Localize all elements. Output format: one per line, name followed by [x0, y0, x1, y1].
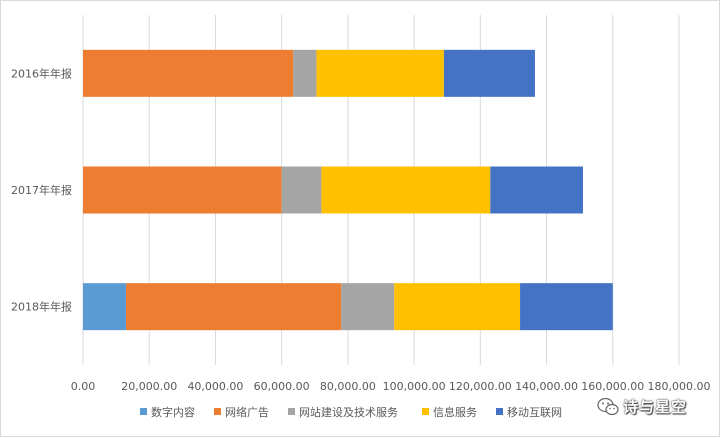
x-tick-label: 140,000.00 [515, 380, 578, 393]
x-tick-label: 20,000.00 [121, 380, 177, 393]
bar-segment [520, 283, 613, 331]
x-tick-label: 40,000.00 [187, 380, 243, 393]
bar-segment [293, 49, 317, 97]
bar-segment [126, 283, 342, 331]
legend-label: 信息服务 [433, 405, 477, 419]
bar-segment [83, 49, 294, 97]
watermark: 诗与星空 [597, 396, 687, 417]
legend-label: 网站建设及技术服务 [299, 405, 398, 419]
watermark-text: 诗与星空 [623, 398, 688, 416]
x-tick-label: 80,000.00 [320, 380, 376, 393]
bar-segment [83, 283, 127, 331]
category-labels: 2016年年报 2017年年报 2018年年报 [11, 66, 72, 313]
category-label: 2017年年报 [11, 183, 72, 197]
legend-swatch [422, 408, 429, 415]
category-label: 2018年年报 [11, 300, 72, 314]
bar-segment [321, 166, 491, 214]
legend-label: 网络广告 [225, 405, 269, 419]
x-tick-labels: 0.00 20,000.00 40,000.00 60,000.00 80,000.00… [71, 380, 711, 393]
bar-segment [341, 283, 395, 331]
bar-segment [443, 49, 535, 97]
category-label: 2016年年报 [11, 66, 72, 80]
x-tick-label: 60,000.00 [254, 380, 310, 393]
legend-label: 移动互联网 [507, 406, 562, 419]
legend: 数字内容 网络广告 网站建设及技术服务 信息服务 移动互联网 [140, 405, 562, 419]
legend-swatch [496, 408, 503, 415]
x-tick-label: 100,000.00 [383, 380, 446, 393]
legend-swatch [288, 408, 295, 415]
x-tick-label: 160,000.00 [581, 380, 644, 393]
bars [83, 49, 613, 331]
wechat-icon [597, 397, 619, 415]
bar-segment [394, 283, 521, 331]
x-tick-label: 180,000.00 [648, 380, 711, 393]
bar-segment [281, 166, 322, 214]
bar-segment [490, 166, 583, 214]
legend-label: 数字内容 [151, 405, 195, 419]
bar-segment [316, 49, 444, 97]
x-tick-label: 120,000.00 [449, 380, 512, 393]
bar-segment [83, 166, 282, 214]
x-tick-label: 0.00 [71, 380, 96, 393]
legend-swatch [140, 408, 147, 415]
legend-swatch [214, 408, 221, 415]
